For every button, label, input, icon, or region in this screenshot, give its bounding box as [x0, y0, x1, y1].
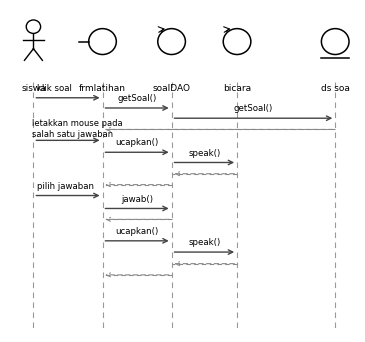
Text: bicara: bicara	[223, 84, 251, 93]
Text: soalDAO: soalDAO	[153, 84, 191, 93]
Text: klik soal: klik soal	[37, 84, 72, 93]
Text: pilih jawaban: pilih jawaban	[37, 182, 94, 191]
Text: speak(): speak()	[188, 238, 220, 247]
Text: jawab(): jawab()	[121, 195, 153, 204]
Text: ucapkan(): ucapkan()	[115, 227, 159, 236]
Text: ucapkan(): ucapkan()	[115, 139, 159, 147]
Text: frmlatihan: frmlatihan	[79, 84, 126, 93]
Text: getSoal(): getSoal()	[234, 104, 273, 114]
Text: speak(): speak()	[188, 149, 220, 158]
Text: letakkan mouse pada
salah satu jawaban: letakkan mouse pada salah satu jawaban	[32, 119, 122, 139]
Text: getSoal(): getSoal()	[118, 94, 157, 103]
Text: siswa: siswa	[21, 84, 46, 93]
Text: ds soa: ds soa	[321, 84, 350, 93]
